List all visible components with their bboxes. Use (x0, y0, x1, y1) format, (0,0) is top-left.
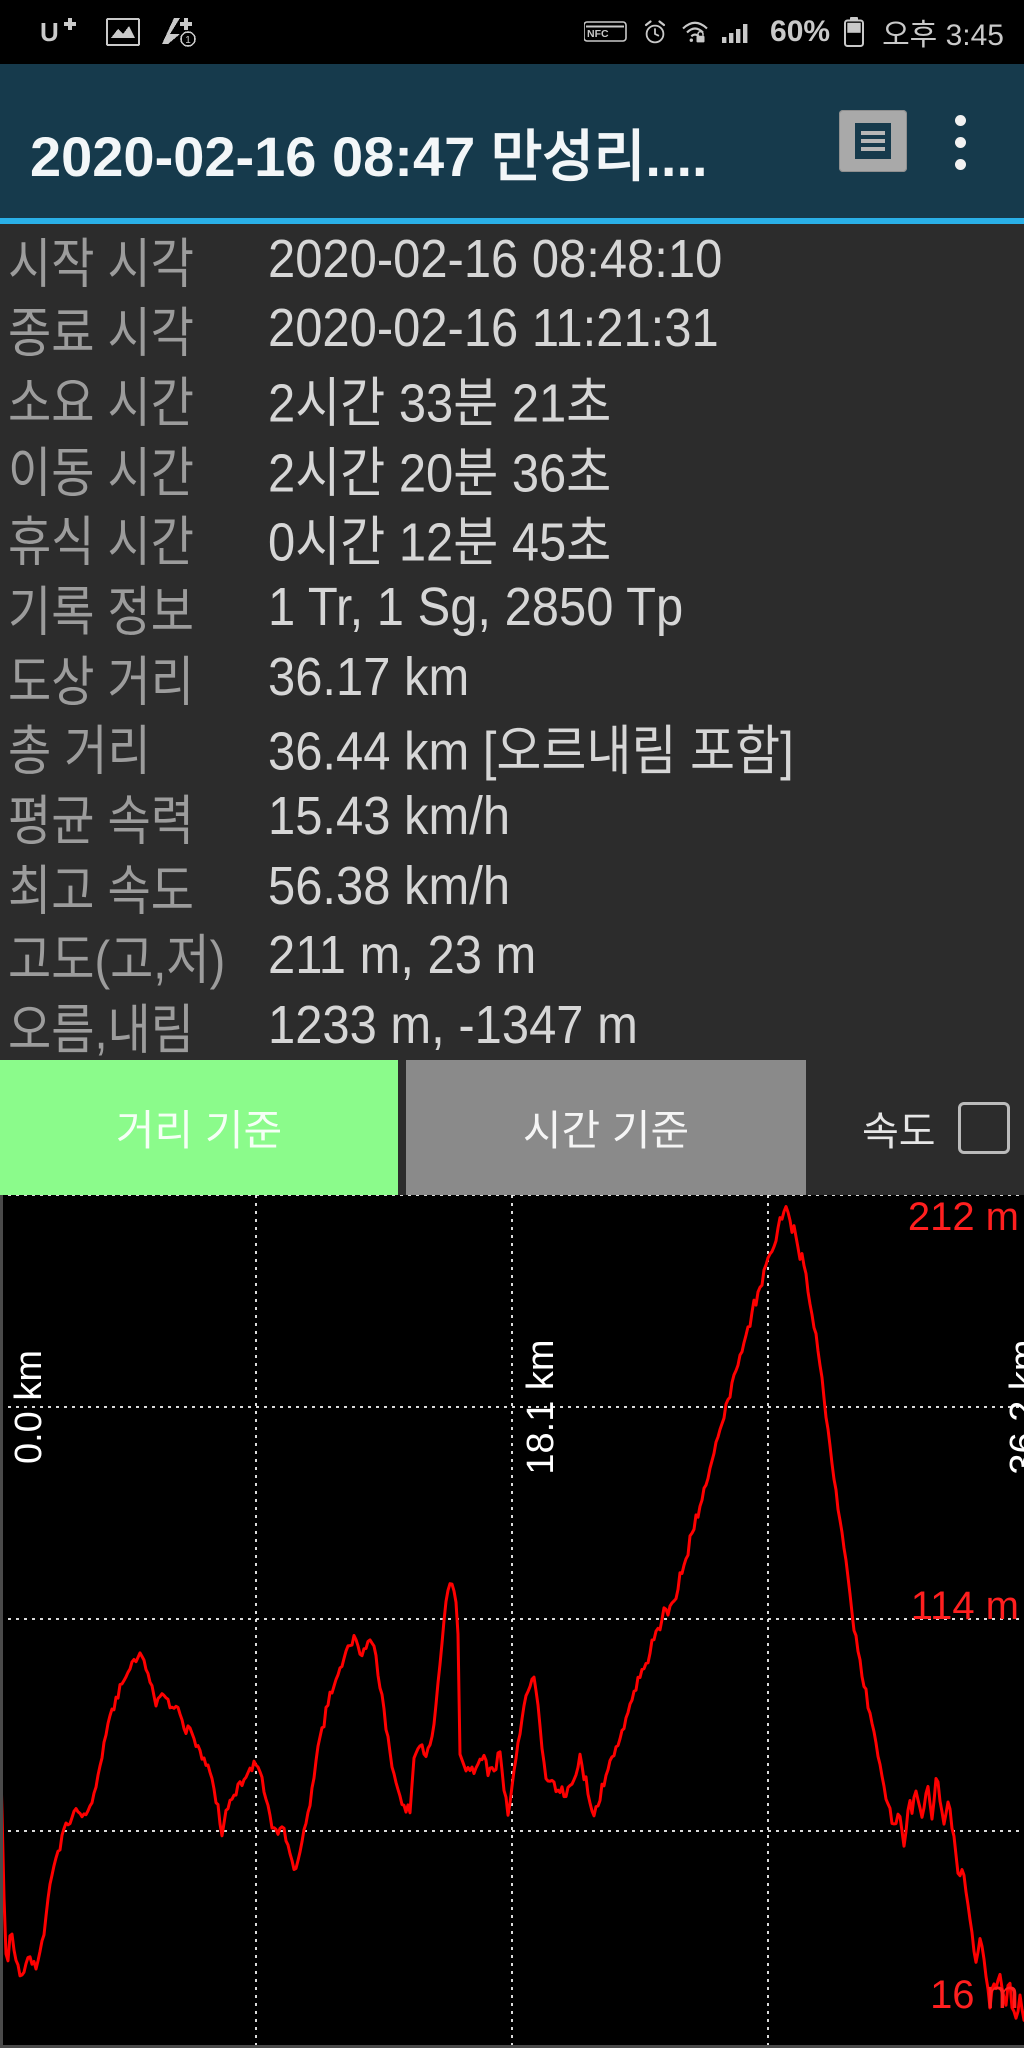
svg-text:1: 1 (185, 35, 191, 46)
svg-text:U: U (40, 17, 59, 47)
svg-text:NFC: NFC (587, 28, 609, 40)
